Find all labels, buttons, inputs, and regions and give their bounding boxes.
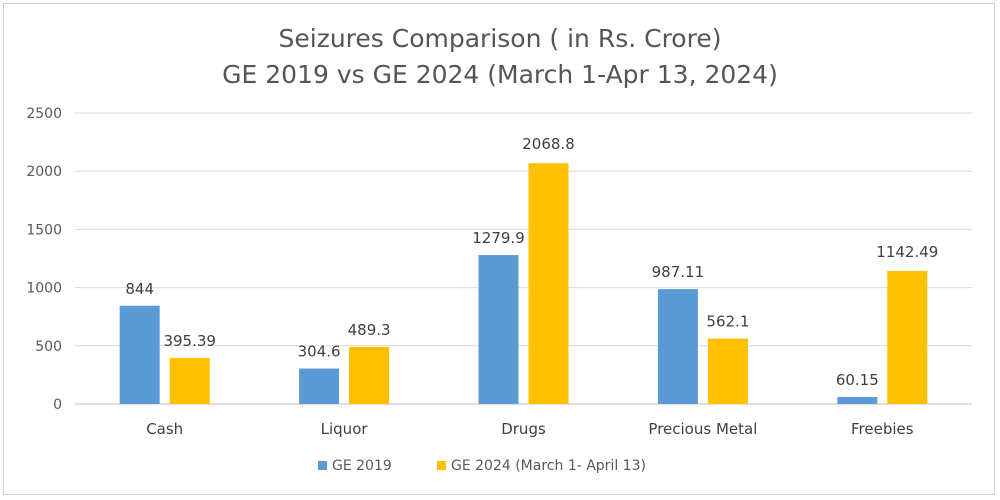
legend-label: GE 2019 — [332, 458, 392, 474]
data-label: 489.3 — [348, 321, 391, 339]
bar-ge2024 — [528, 163, 569, 404]
x-category-label: Precious Metal — [648, 420, 757, 438]
y-tick-label: 2500 — [26, 106, 62, 122]
data-label: 1142.49 — [876, 243, 938, 261]
y-tick-label: 1500 — [26, 222, 62, 238]
bar-ge2024 — [349, 347, 390, 404]
legend: GE 2019 GE 2024 (March 1- April 13) — [318, 458, 646, 474]
x-axis: Cash Liquor Drugs Precious Metal Freebies — [146, 420, 914, 438]
gridlines — [75, 112, 972, 405]
bar-ge2019 — [119, 305, 160, 404]
bar-series — [119, 163, 928, 404]
legend-label: GE 2024 (March 1- April 13) — [451, 458, 646, 474]
bar-ge2024 — [707, 338, 748, 404]
data-label: 562.1 — [706, 313, 749, 331]
chart-subtitle: GE 2019 vs GE 2024 (March 1-Apr 13, 2024… — [222, 60, 778, 89]
bar-ge2019 — [837, 396, 878, 404]
data-label: 987.11 — [652, 263, 705, 281]
y-axis: 0 500 1000 1500 2000 2500 — [26, 106, 62, 413]
chart-frame — [3, 3, 995, 495]
data-labels: 844 395.39 304.6 489.3 1279.9 2068.8 987.11 562… — [125, 135, 938, 389]
bar-ge2019 — [657, 289, 698, 404]
bar-ge2019 — [478, 255, 519, 404]
legend-swatch-ge2024 — [437, 461, 446, 470]
x-category-label: Cash — [146, 420, 183, 438]
data-label: 2068.8 — [522, 135, 575, 153]
chart-title: Seizures Comparison ( in Rs. Crore) — [279, 24, 722, 53]
x-category-label: Freebies — [851, 420, 914, 438]
data-label: 1279.9 — [472, 229, 525, 247]
data-label: 60.15 — [836, 371, 879, 389]
x-category-label: Drugs — [501, 420, 546, 438]
y-tick-label: 500 — [35, 339, 62, 355]
x-category-label: Liquor — [321, 420, 369, 438]
bar-ge2024 — [887, 271, 928, 404]
bar-ge2024 — [169, 357, 210, 404]
bar-ge2019 — [299, 368, 340, 404]
data-label: 395.39 — [163, 332, 216, 350]
data-label: 844 — [125, 280, 154, 298]
y-tick-label: 2000 — [26, 164, 62, 180]
y-tick-label: 0 — [53, 397, 62, 413]
legend-swatch-ge2019 — [318, 461, 327, 470]
data-label: 304.6 — [298, 343, 341, 361]
y-tick-label: 1000 — [26, 281, 62, 297]
